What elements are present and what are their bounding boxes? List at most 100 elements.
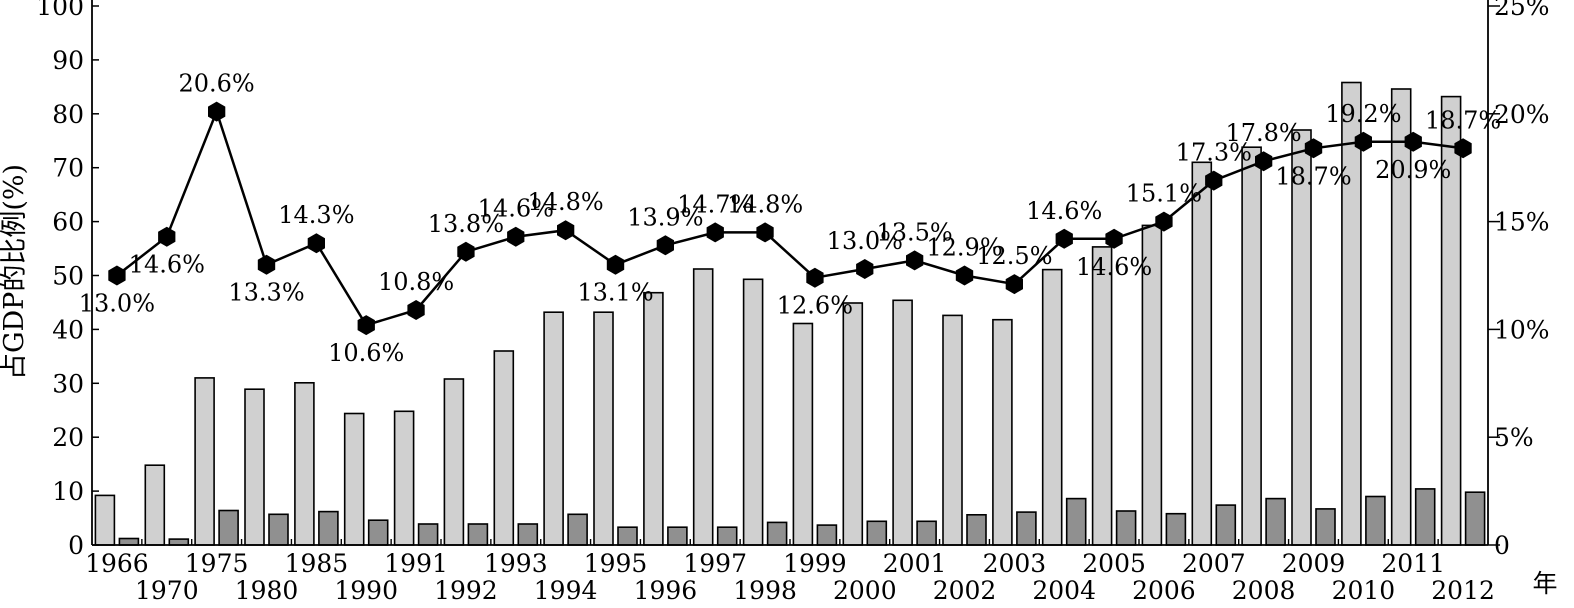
y2-tick-label: 25%: [1494, 0, 1550, 21]
data-label: 14.6%: [1026, 197, 1102, 225]
y-tick-label: 0: [68, 531, 84, 560]
line-marker: [1255, 151, 1273, 172]
y2-tick-label: 0: [1494, 531, 1510, 560]
line-marker: [457, 241, 475, 262]
y-tick-label: 30: [52, 369, 84, 398]
y2-tick-label: 20%: [1494, 100, 1550, 129]
bar-primary: [1041, 268, 1063, 546]
y-tick-label: 80: [52, 100, 84, 129]
bar-primary: [194, 377, 215, 546]
y2-tick-label: 10%: [1494, 315, 1550, 344]
bar-secondary: [1414, 488, 1436, 546]
data-label: 14.6%: [129, 251, 205, 279]
data-label: 17.8%: [1225, 119, 1301, 147]
data-label: 15.1%: [1126, 180, 1202, 208]
x-tick-label: 2003: [983, 549, 1047, 578]
data-label: 13.9%: [627, 203, 703, 231]
y-axis-title: 占GDP的比例(%): [0, 164, 30, 380]
bar-primary: [992, 318, 1013, 546]
x-tick-label: 1985: [285, 549, 349, 578]
bar-secondary: [367, 519, 389, 546]
line-marker: [806, 267, 824, 288]
bar-secondary: [1265, 497, 1286, 546]
bar-secondary: [1215, 504, 1237, 546]
line-marker: [656, 235, 674, 256]
y-tick-label: 70: [52, 154, 84, 183]
x-tick-label: 1980: [235, 576, 299, 603]
data-label: 17.3%: [1176, 139, 1252, 167]
line-marker: [1055, 228, 1073, 249]
data-label: 12.9%: [926, 234, 1002, 262]
line-marker: [856, 259, 874, 279]
bar-secondary: [1365, 495, 1386, 546]
line-marker: [1304, 138, 1323, 159]
bar-primary: [294, 381, 315, 546]
data-label: 20.9%: [1375, 156, 1451, 184]
bar-secondary: [1016, 511, 1037, 546]
x-tick-label: 2000: [833, 576, 897, 603]
y-tick-label: 40: [52, 315, 84, 344]
bar-secondary: [716, 526, 738, 546]
line-marker: [407, 300, 425, 320]
data-label: 13.0%: [827, 227, 903, 255]
x-tick-label: 1996: [634, 576, 698, 603]
bar-secondary: [1165, 512, 1187, 546]
bar-primary: [443, 378, 465, 546]
x-tick-label: 1994: [534, 576, 598, 603]
bar-secondary: [667, 526, 688, 546]
x-tick-label: 2007: [1182, 549, 1246, 578]
y-tick-label: 10: [52, 477, 84, 506]
bar-primary: [343, 412, 365, 546]
bar-secondary: [617, 526, 638, 546]
bar-primary: [1291, 129, 1312, 546]
line-marker: [1205, 170, 1223, 191]
x-tick-label: 1970: [135, 576, 199, 603]
x-tick-label: 1993: [484, 549, 548, 578]
bar-primary: [1191, 161, 1213, 546]
bar-secondary: [1315, 508, 1336, 546]
line-marker: [1155, 211, 1173, 232]
line-marker: [158, 226, 176, 247]
x-tick-label: 2001: [883, 549, 947, 578]
data-label: 14.6%: [478, 195, 554, 223]
line-marker: [108, 265, 126, 286]
bar-primary: [593, 311, 614, 546]
data-label: 18.7%: [1275, 162, 1351, 190]
y2-tick-label: 15%: [1494, 208, 1550, 237]
bar-secondary: [218, 509, 239, 546]
line-marker: [307, 233, 325, 254]
bar-primary: [842, 302, 864, 546]
data-label: 14.7%: [677, 190, 753, 218]
bar-primary: [393, 410, 415, 546]
bar-primary: [892, 299, 913, 546]
x-tick-label: 2011: [1381, 549, 1445, 578]
line-marker: [507, 226, 525, 247]
x-tick-label: 2002: [933, 576, 997, 603]
bar-secondary: [1065, 497, 1087, 546]
data-label: 13.3%: [228, 279, 304, 307]
data-label: 12.5%: [976, 242, 1052, 270]
data-label: 10.8%: [378, 268, 454, 296]
x-tick-label: 1999: [783, 549, 847, 578]
x-tick-label: 1998: [733, 576, 797, 603]
data-label: 14.8%: [527, 188, 603, 216]
x-tick-label: 1992: [434, 576, 498, 603]
line-marker: [557, 220, 575, 241]
y-tick-label: 20: [52, 423, 84, 452]
bar-primary: [942, 314, 963, 546]
bars-layer: [94, 81, 1486, 546]
bar-secondary: [517, 523, 539, 546]
labels-layer: 13.0% 14.6% 20.6% 13.3% 14.3% 10.6% 10.8% 13.8%…: [79, 70, 1501, 368]
line-marker: [955, 265, 974, 286]
bar-primary: [643, 291, 664, 546]
line-series: [116, 107, 1464, 327]
bar-secondary: [966, 513, 987, 546]
bar-primary: [692, 268, 714, 546]
bar-secondary: [916, 520, 937, 546]
bar-primary: [792, 322, 814, 546]
data-label: 13.5%: [876, 218, 952, 246]
data-label: 13.8%: [428, 210, 504, 238]
x-tick-label: 2012: [1431, 576, 1495, 603]
bar-primary: [1341, 81, 1362, 546]
